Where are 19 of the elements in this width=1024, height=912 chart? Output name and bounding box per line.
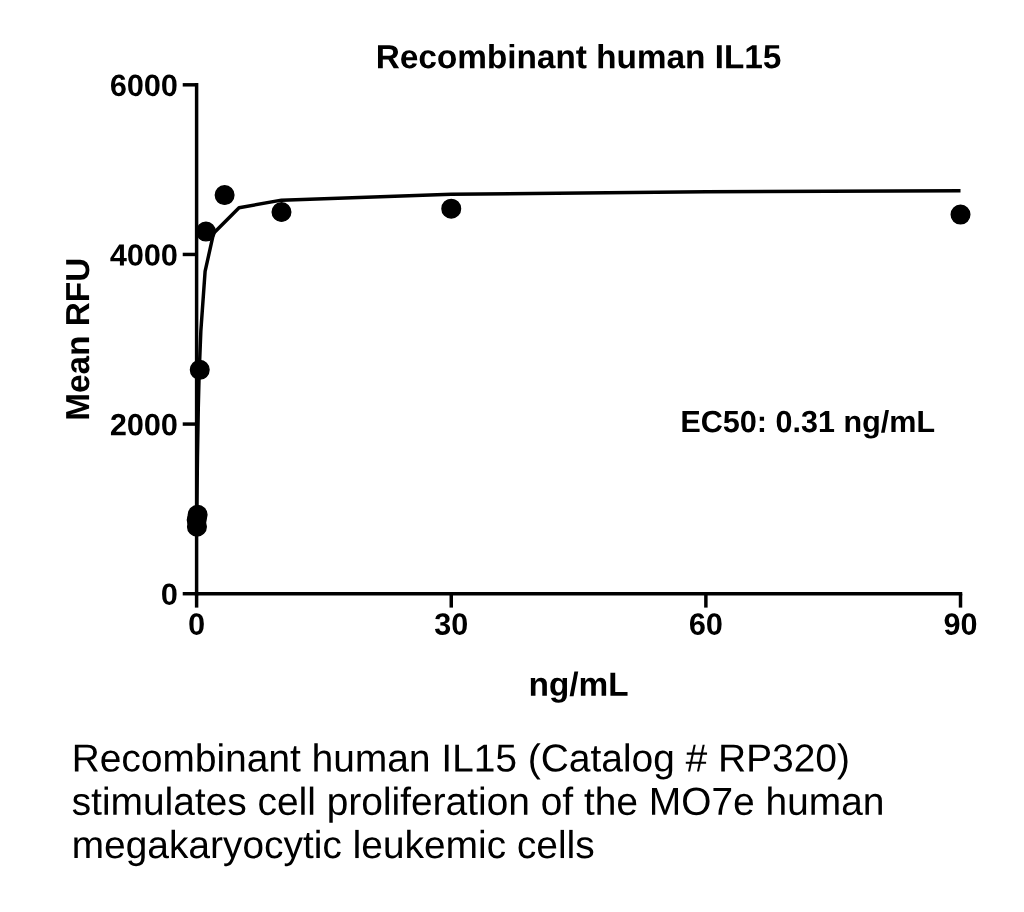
x-axis-title: ng/mL [530, 671, 628, 703]
point [271, 202, 292, 223]
x-tick-label: 90 [944, 613, 977, 635]
point [189, 359, 210, 380]
x-tick-label: 60 [690, 613, 722, 635]
y-tick-label: 2000 [110, 413, 177, 436]
annotation: EC50: 0.31 ng/mL [682, 409, 935, 439]
text: Recombinant human IL15 (Catalog # RP320) stimulates cell proliferation of the MO7e human megakaryocytic leukemic cells [72, 743, 882, 867]
point [195, 221, 216, 242]
point [214, 185, 235, 206]
x-tick-label: 30 [434, 613, 467, 635]
y-tick-label: 6000 [111, 74, 177, 97]
point [441, 198, 462, 219]
point [950, 204, 971, 225]
y-tick-label: 0 [162, 583, 177, 606]
y-tick-label: 4000 [110, 244, 177, 266]
chart-title: Recombinant human IL15 [377, 43, 781, 69]
y-axis-title: Mean RFU [66, 259, 90, 419]
x-tick-label: 0 [189, 613, 204, 635]
